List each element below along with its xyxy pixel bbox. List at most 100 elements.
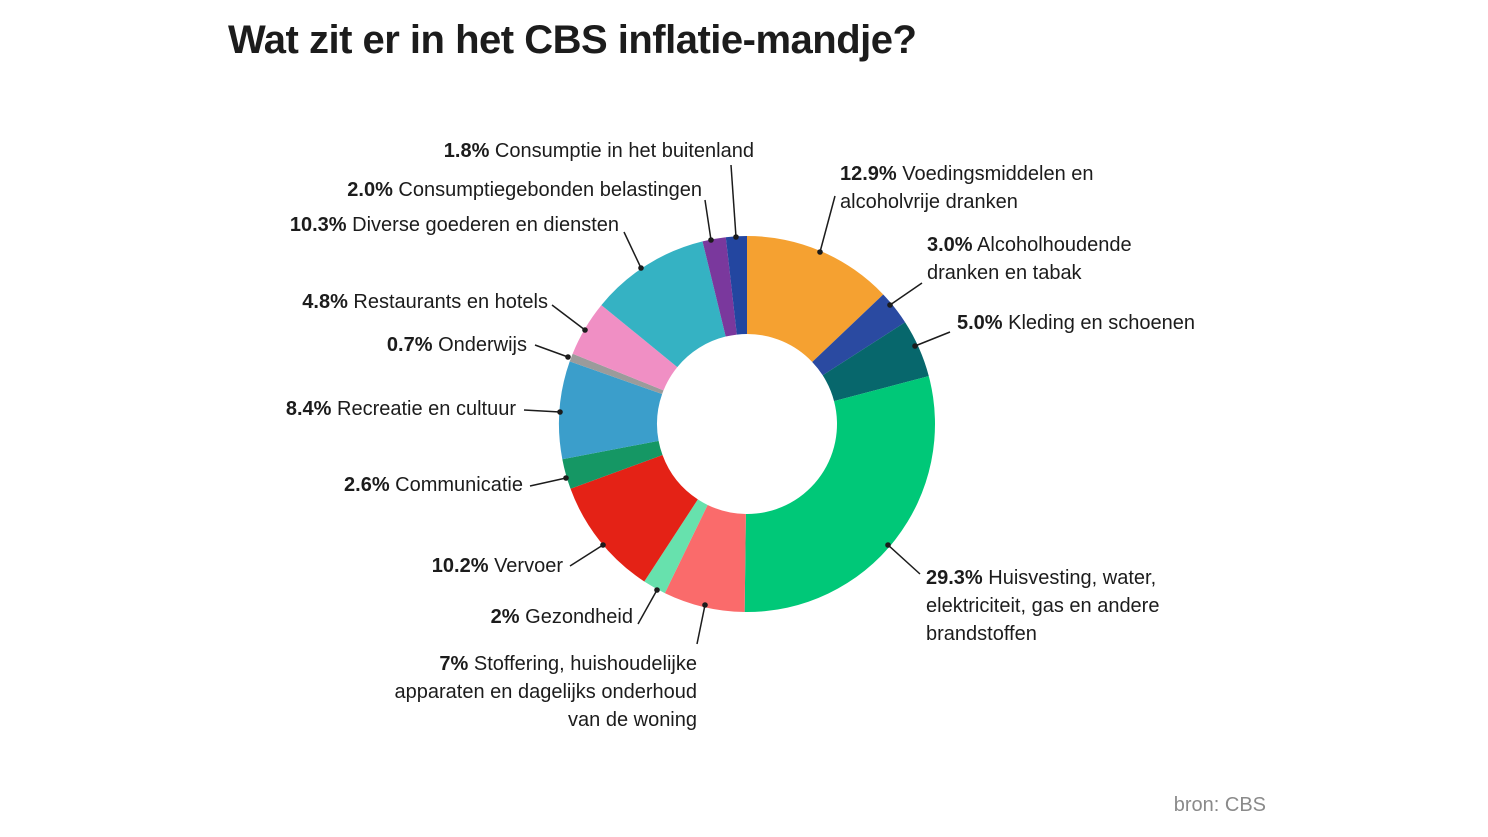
- slice-label-vervoer: 10.2% Vervoer: [432, 552, 563, 580]
- slice-percentage: 4.8%: [302, 291, 348, 313]
- slice-label-line: dranken en tabak: [927, 262, 1082, 284]
- slice-percentage: 29.3%: [926, 567, 983, 589]
- slice-label-consumptiegebonden-belastingen: 2.0% Consumptiegebonden belastingen: [347, 176, 702, 204]
- slice-percentage: 2.6%: [344, 474, 390, 496]
- leader-dot: [582, 327, 588, 333]
- slice-label-communicatie: 2.6% Communicatie: [344, 471, 523, 499]
- slice-voedingsmiddelen-en-alcoholvrije-dranken: [747, 236, 884, 362]
- slice-label-line: brandstoffen: [926, 623, 1037, 645]
- leader-line: [637, 589, 658, 625]
- slice-label-line: 10.2% Vervoer: [432, 552, 563, 580]
- leader-line: [819, 195, 836, 253]
- slice-category: Huisvesting, water,: [982, 567, 1157, 589]
- leader-dot: [733, 234, 739, 240]
- leader-line: [704, 199, 712, 241]
- slice-category: Voedingsmiddelen en: [896, 163, 1094, 185]
- slice-gezondheid: [644, 499, 708, 594]
- slice-label-line: apparaten en dagelijks onderhoud: [394, 681, 697, 703]
- leader-dot: [912, 343, 918, 349]
- slice-restaurants-en-hotels: [572, 305, 678, 391]
- slice-label-gezondheid: 2% Gezondheid: [491, 603, 633, 631]
- slice-alcoholhoudende-dranken-en-tabak: [812, 294, 906, 376]
- slice-category: Diverse goederen en diensten: [346, 214, 619, 236]
- slice-label-alcoholhoudende-dranken-en-tabak: 3.0% Alcoholhoudende dranken en tabak: [927, 231, 1132, 287]
- slice-label-line: 2.6% Communicatie: [344, 471, 523, 499]
- leader-line: [523, 409, 561, 413]
- slice-label-line: 7% Stoffering, huishoudelijke: [395, 650, 697, 678]
- slice-category: Alcoholhoudende: [972, 234, 1132, 256]
- slice-category: Onderwijs: [432, 334, 527, 356]
- leader-dot: [887, 302, 893, 308]
- slice-consumptie-in-het-buitenland: [725, 236, 747, 335]
- leader-dot: [638, 265, 644, 271]
- slice-label-diverse-goederen-en-diensten: 10.3% Diverse goederen en diensten: [290, 211, 619, 239]
- leader-dot: [557, 409, 563, 415]
- leader-line: [887, 544, 921, 575]
- leader-line: [551, 304, 586, 331]
- slice-percentage: 8.4%: [285, 398, 332, 420]
- slice-percentage: 3.0%: [927, 234, 973, 256]
- leader-dot: [708, 237, 714, 243]
- leader-line: [623, 231, 642, 269]
- slice-kleding-en-schoenen: [822, 322, 929, 402]
- slice-label-line: elektriciteit, gas en andere: [926, 595, 1160, 617]
- leader-line: [889, 282, 923, 306]
- leader-dot: [565, 354, 571, 360]
- slice-category: Gezondheid: [519, 606, 633, 628]
- slice-onderwijs: [569, 353, 664, 395]
- slice-label-line: 3.0% Alcoholhoudende: [927, 231, 1132, 259]
- slice-percentage: 12.9%: [840, 163, 897, 185]
- slice-label-line: 2% Gezondheid: [491, 603, 633, 631]
- chart-title: Wat zit er in het CBS inflatie-mandje?: [228, 18, 917, 62]
- slice-vervoer: [570, 455, 698, 582]
- slice-diverse-goederen-en-diensten: [601, 241, 726, 368]
- leader-line: [529, 477, 567, 487]
- slice-label-line: 5.0% Kleding en schoenen: [957, 309, 1195, 337]
- slice-label-restaurants-en-hotels: 4.8% Restaurants en hotels: [302, 288, 548, 316]
- leader-line: [730, 164, 737, 238]
- slice-category: Consumptie in het buitenland: [489, 140, 754, 162]
- slice-percentage: 7%: [439, 653, 469, 675]
- leader-dot: [702, 602, 708, 608]
- slice-category: Restaurants en hotels: [347, 291, 548, 313]
- slice-percentage: 5.0%: [957, 312, 1003, 334]
- slice-category: Recreatie en cultuur: [331, 398, 516, 420]
- slice-label-voedingsmiddelen-en-alcoholvrije-dranken: 12.9% Voedingsmiddelen en alcoholvrije dr…: [840, 160, 1094, 216]
- slice-label-line: 8.4% Recreatie en cultuur: [286, 395, 516, 423]
- slice-percentage: 10.3%: [289, 214, 347, 236]
- slice-label-line: van de woning: [568, 709, 697, 731]
- slice-label-consumptie-in-het-buitenland: 1.8% Consumptie in het buitenland: [444, 137, 754, 165]
- slice-label-huisvesting-water-elektriciteit-gas-en-andere-brandstoffen: 29.3% Huisvesting, water, elektriciteit, …: [926, 564, 1159, 648]
- leader-line: [534, 344, 569, 358]
- slice-label-line: 10.3% Diverse goederen en diensten: [290, 211, 619, 239]
- slice-label-onderwijs: 0.7% Onderwijs: [387, 331, 527, 359]
- slice-percentage: 1.8%: [443, 140, 490, 162]
- leader-dot: [885, 542, 891, 548]
- slice-stoffering-huishoudelijke-apparaten-en-dagelijks-onderhoud-van-de-woning: [664, 504, 746, 612]
- source-note: bron: CBS: [1173, 794, 1266, 816]
- slice-category: Kleding en schoenen: [1002, 312, 1195, 334]
- slice-label-line: 2.0% Consumptiegebonden belastingen: [347, 176, 702, 204]
- leader-line: [569, 544, 604, 567]
- slice-percentage: 10.2%: [431, 555, 489, 577]
- slice-label-line: alcoholvrije dranken: [840, 191, 1018, 213]
- leader-line: [914, 331, 951, 347]
- leader-dot: [600, 542, 606, 548]
- slice-label-line: 29.3% Huisvesting, water,: [926, 564, 1159, 592]
- slice-huisvesting-water-elektriciteit-gas-en-andere-brandstoffen: [744, 376, 935, 612]
- slice-percentage: 2.0%: [347, 179, 393, 201]
- leader-dot: [817, 249, 823, 255]
- slice-category: Consumptiegebonden belastingen: [392, 179, 702, 201]
- slice-label-line: 1.8% Consumptie in het buitenland: [444, 137, 754, 165]
- leader-line: [696, 604, 706, 645]
- slice-recreatie-en-cultuur: [558, 361, 663, 460]
- slice-label-line: 12.9% Voedingsmiddelen en: [840, 160, 1094, 188]
- slice-percentage: 2%: [490, 606, 520, 628]
- leader-dot: [563, 475, 569, 481]
- slice-label-line: 0.7% Onderwijs: [387, 331, 527, 359]
- slice-percentage: 0.7%: [386, 334, 433, 356]
- slice-category: Stoffering, huishoudelijke: [468, 653, 697, 675]
- slice-consumptiegebonden-belastingen: [702, 237, 737, 337]
- slice-category: Vervoer: [488, 555, 563, 577]
